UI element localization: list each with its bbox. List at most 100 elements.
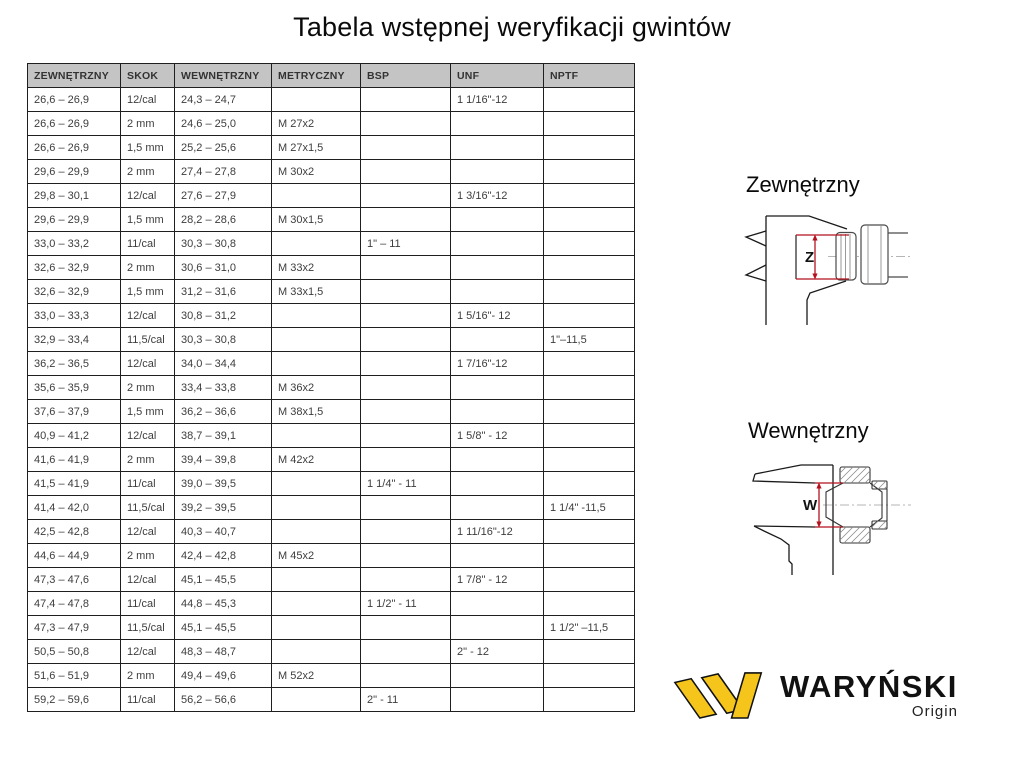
table-row: 47,3 – 47,6 12/cal 45,1 – 45,5 1 7/8" - 12 xyxy=(27,567,635,592)
table-cell xyxy=(543,231,635,256)
table-cell xyxy=(543,135,635,160)
table-cell: 1 5/8" - 12 xyxy=(450,423,544,448)
table-cell: 1 11/16"-12 xyxy=(450,519,544,544)
thread-lines xyxy=(840,226,882,283)
table-cell: 11/cal xyxy=(120,687,175,712)
table-cell: 2 mm xyxy=(120,543,175,568)
table-cell xyxy=(271,183,361,208)
table-row: 59,2 – 59,6 11/cal 56,2 – 56,6 2" - 11 xyxy=(27,687,635,712)
table-cell: 12/cal xyxy=(120,303,175,328)
table-cell: 1 7/8" - 12 xyxy=(450,567,544,592)
table-cell xyxy=(450,591,544,616)
table-cell: 12/cal xyxy=(120,519,175,544)
thread-table-header-row: ZEWNĘTRZNY SKOK WEWNĘTRZNY METRYCZNY BSP UNF N… xyxy=(27,63,635,88)
table-cell: 2 mm xyxy=(120,255,175,280)
table-cell xyxy=(271,327,361,352)
table-cell: 12/cal xyxy=(120,567,175,592)
table-cell: 50,5 – 50,8 xyxy=(27,639,121,664)
column-header: NPTF xyxy=(543,63,635,88)
table-cell: 27,6 – 27,9 xyxy=(174,183,272,208)
table-cell xyxy=(450,495,544,520)
table-cell xyxy=(271,231,361,256)
table-cell: 36,2 – 36,6 xyxy=(174,399,272,424)
table-row: 32,9 – 33,4 11,5/cal 30,3 – 30,8 1"–11,5 xyxy=(27,327,635,352)
table-cell: 51,6 – 51,9 xyxy=(27,663,121,688)
table-cell: 1"–11,5 xyxy=(543,327,635,352)
table-cell: 27,4 – 27,8 xyxy=(174,159,272,184)
column-header: METRYCZNY xyxy=(271,63,361,88)
column-header: ZEWNĘTRZNY xyxy=(27,63,121,88)
table-cell xyxy=(450,615,544,640)
table-cell xyxy=(360,255,451,280)
table-cell xyxy=(450,663,544,688)
external-thread-diagram: Z xyxy=(744,215,911,325)
page-title: Tabela wstępnej weryfikacji gwintów xyxy=(293,12,731,42)
warynski-logo: WARYŃSKI Origin xyxy=(672,670,958,720)
table-cell: 1,5 mm xyxy=(120,135,175,160)
table-cell: M 52x2 xyxy=(271,663,361,688)
table-cell xyxy=(271,639,361,664)
table-cell: M 45x2 xyxy=(271,543,361,568)
table-cell xyxy=(271,471,361,496)
warynski-logo-mark xyxy=(673,672,763,719)
table-cell xyxy=(271,687,361,712)
table-cell: 33,0 – 33,2 xyxy=(27,231,121,256)
table-cell xyxy=(450,447,544,472)
column-header: UNF xyxy=(450,63,544,88)
table-cell: 1 7/16"-12 xyxy=(450,351,544,376)
table-cell: 1 1/4" - 11 xyxy=(360,471,451,496)
table-cell: 24,3 – 24,7 xyxy=(174,87,272,112)
table-cell: 11/cal xyxy=(120,231,175,256)
table-cell: 42,4 – 42,8 xyxy=(174,543,272,568)
table-row: 26,6 – 26,9 2 mm 24,6 – 25,0 M 27x2 xyxy=(27,111,635,136)
table-cell: 47,4 – 47,8 xyxy=(27,591,121,616)
table-cell xyxy=(450,111,544,136)
table-row: 26,6 – 26,9 12/cal 24,3 – 24,7 1 1/16"-12 xyxy=(27,87,635,112)
table-cell xyxy=(543,639,635,664)
table-cell: M 27x2 xyxy=(271,111,361,136)
table-cell: M 27x1,5 xyxy=(271,135,361,160)
table-row: 40,9 – 41,2 12/cal 38,7 – 39,1 1 5/8" - 12 xyxy=(27,423,635,448)
table-cell: 25,2 – 25,6 xyxy=(174,135,272,160)
table-cell xyxy=(271,495,361,520)
table-row: 47,4 – 47,8 11/cal 44,8 – 45,3 1 1/2" - 11 xyxy=(27,591,635,616)
table-cell xyxy=(543,423,635,448)
table-cell: M 30x2 xyxy=(271,159,361,184)
table-cell xyxy=(360,663,451,688)
table-cell: 1 5/16"- 12 xyxy=(450,303,544,328)
table-cell: 44,6 – 44,9 xyxy=(27,543,121,568)
table-cell: M 33x1,5 xyxy=(271,279,361,304)
table-cell: 24,6 – 25,0 xyxy=(174,111,272,136)
table-cell xyxy=(450,231,544,256)
table-cell: 12/cal xyxy=(120,87,175,112)
dimension-z: Z xyxy=(795,234,849,280)
table-row: 33,0 – 33,2 11/cal 30,3 – 30,8 1" – 11 xyxy=(27,231,635,256)
table-cell: 31,2 – 31,6 xyxy=(174,279,272,304)
table-cell xyxy=(360,279,451,304)
dimension-w: W xyxy=(803,482,843,528)
table-cell xyxy=(360,447,451,472)
table-cell: 1 1/2" - 11 xyxy=(360,591,451,616)
table-cell xyxy=(360,303,451,328)
table-cell xyxy=(360,615,451,640)
table-row: 47,3 – 47,9 11,5/cal 45,1 – 45,5 1 1/2" –11… xyxy=(27,615,635,640)
table-cell xyxy=(450,375,544,400)
table-row: 29,6 – 29,9 1,5 mm 28,2 – 28,6 M 30x1,5 xyxy=(27,207,635,232)
table-cell: 1,5 mm xyxy=(120,399,175,424)
table-cell: 29,6 – 29,9 xyxy=(27,159,121,184)
thread-verification-table: ZEWNĘTRZNY SKOK WEWNĘTRZNY METRYCZNY BSP UNF N… xyxy=(27,63,635,712)
table-cell: 45,1 – 45,5 xyxy=(174,615,272,640)
dimension-z-letter: Z xyxy=(805,249,814,266)
table-cell: 2" - 11 xyxy=(360,687,451,712)
table-cell xyxy=(360,567,451,592)
dimension-w-letter: W xyxy=(803,497,818,514)
table-cell xyxy=(360,183,451,208)
table-cell: 2 mm xyxy=(120,159,175,184)
table-cell: 30,3 – 30,8 xyxy=(174,231,272,256)
table-cell: 2 mm xyxy=(120,447,175,472)
table-cell: 30,8 – 31,2 xyxy=(174,303,272,328)
table-cell: M 36x2 xyxy=(271,375,361,400)
table-cell: 1,5 mm xyxy=(120,279,175,304)
table-cell: 41,5 – 41,9 xyxy=(27,471,121,496)
table-cell: 36,2 – 36,5 xyxy=(27,351,121,376)
